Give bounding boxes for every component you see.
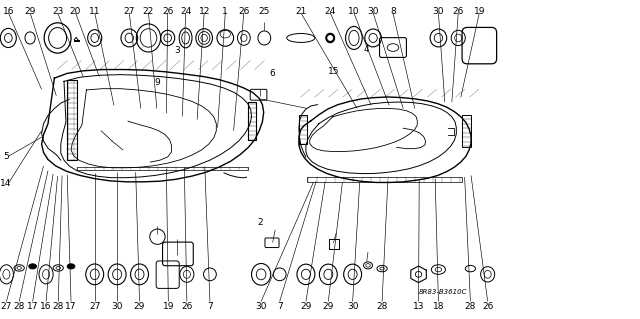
Text: 25: 25 (259, 7, 270, 16)
Text: 30: 30 (367, 7, 379, 16)
Text: 19: 19 (474, 7, 485, 16)
Text: 16: 16 (40, 302, 52, 311)
Text: 27: 27 (89, 302, 100, 311)
Text: 28: 28 (52, 302, 64, 311)
Text: 3: 3 (175, 46, 180, 55)
Text: 13: 13 (413, 302, 424, 311)
Text: 2: 2 (258, 218, 263, 227)
Polygon shape (299, 115, 307, 144)
Ellipse shape (29, 264, 36, 269)
Text: 26: 26 (162, 7, 173, 16)
Text: 17: 17 (65, 302, 77, 311)
Text: 7: 7 (207, 302, 212, 311)
Text: 21: 21 (295, 7, 307, 16)
Polygon shape (67, 80, 77, 160)
Text: 26: 26 (452, 7, 464, 16)
Text: 28: 28 (13, 302, 25, 311)
Text: 20: 20 (70, 7, 81, 16)
Text: 26: 26 (482, 302, 493, 311)
Text: 26: 26 (181, 302, 193, 311)
Text: 14: 14 (0, 179, 12, 188)
Polygon shape (77, 167, 248, 170)
Text: 8: 8 (390, 7, 396, 16)
Text: 8R83-B3610C: 8R83-B3610C (419, 289, 468, 295)
Text: 15: 15 (328, 67, 339, 76)
Text: 12: 12 (198, 7, 210, 16)
Text: 16: 16 (3, 7, 14, 16)
Text: 5: 5 (3, 152, 8, 161)
Text: 29: 29 (300, 302, 312, 311)
Polygon shape (248, 102, 256, 140)
Text: 17: 17 (27, 302, 38, 311)
Text: 9: 9 (155, 78, 160, 87)
Polygon shape (307, 177, 462, 182)
Text: 1: 1 (223, 7, 228, 16)
Text: 18: 18 (433, 302, 444, 311)
Ellipse shape (328, 35, 333, 41)
Text: 19: 19 (163, 302, 174, 311)
Text: 4: 4 (364, 45, 369, 54)
Text: 30: 30 (347, 302, 358, 311)
Text: 10: 10 (348, 7, 360, 16)
Ellipse shape (326, 33, 335, 43)
Text: 30: 30 (433, 7, 444, 16)
Text: 28: 28 (465, 302, 476, 311)
Text: 29: 29 (24, 7, 36, 16)
Text: 29: 29 (323, 302, 334, 311)
Text: 11: 11 (89, 7, 100, 16)
Text: 27: 27 (124, 7, 135, 16)
Text: 29: 29 (134, 302, 145, 311)
Text: 22: 22 (143, 7, 154, 16)
Text: 24: 24 (180, 7, 191, 16)
Text: 26: 26 (238, 7, 250, 16)
Polygon shape (462, 115, 471, 147)
Text: 27: 27 (1, 302, 12, 311)
Text: 6: 6 (270, 69, 275, 78)
Text: 30: 30 (111, 302, 123, 311)
Text: 23: 23 (52, 7, 63, 16)
Text: 30: 30 (255, 302, 267, 311)
Text: 24: 24 (324, 7, 336, 16)
Ellipse shape (67, 264, 75, 269)
Text: 7: 7 (277, 302, 282, 311)
Text: 28: 28 (376, 302, 388, 311)
